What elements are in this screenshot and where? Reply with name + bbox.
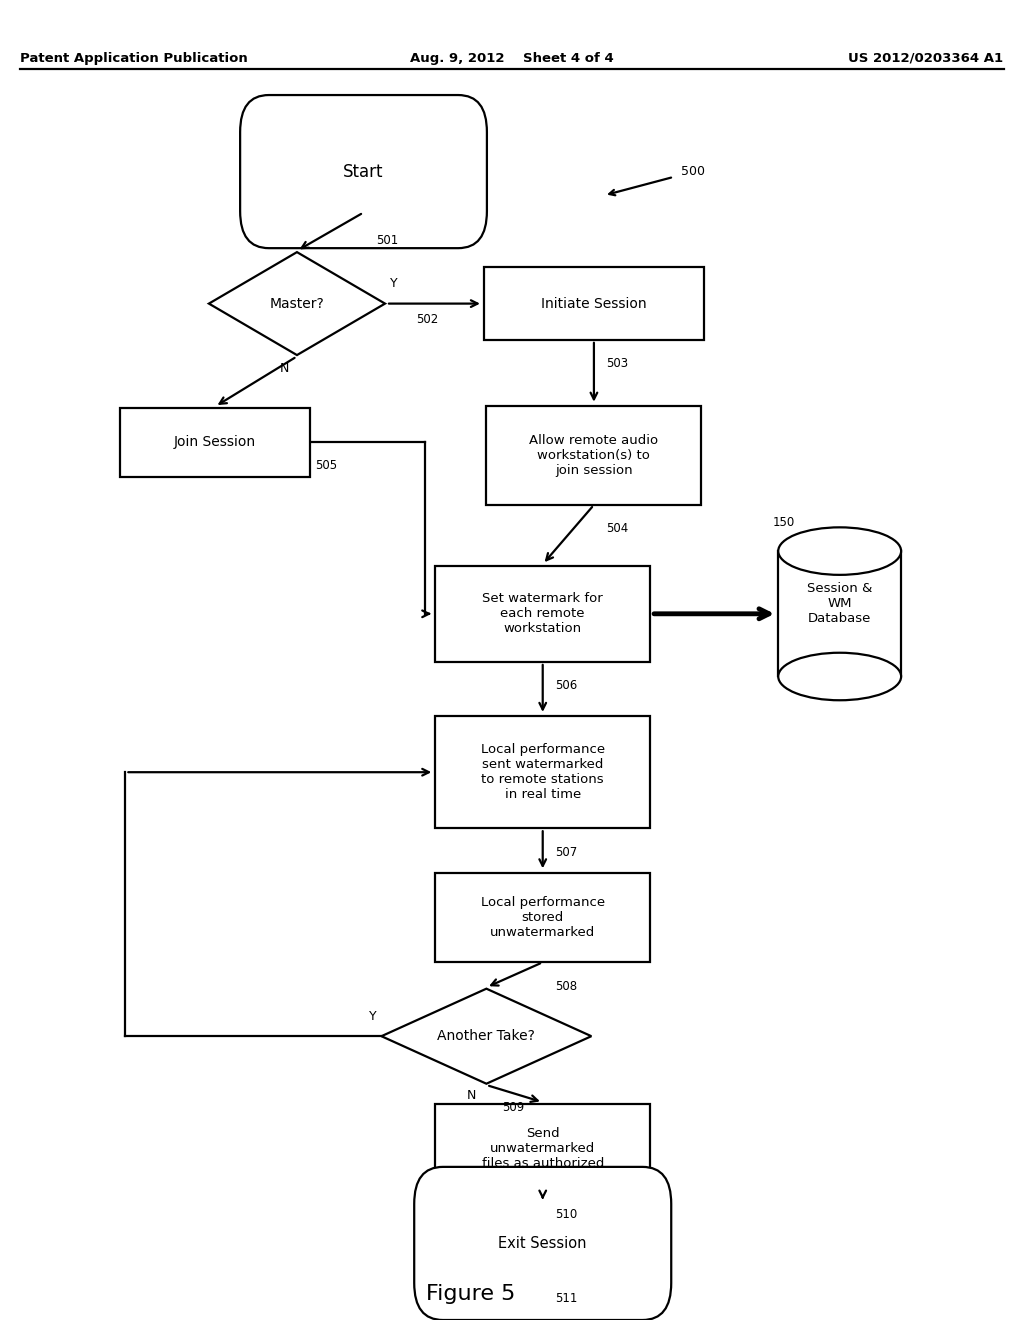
Text: 504: 504 bbox=[606, 523, 629, 535]
Text: Allow remote audio
workstation(s) to
join session: Allow remote audio workstation(s) to joi… bbox=[529, 434, 658, 477]
Bar bbox=[778, 552, 901, 676]
Polygon shape bbox=[209, 252, 385, 355]
Text: Send
unwatermarked
files as authorized: Send unwatermarked files as authorized bbox=[481, 1127, 604, 1170]
Polygon shape bbox=[381, 989, 592, 1084]
Text: 500: 500 bbox=[681, 165, 705, 178]
Text: 506: 506 bbox=[555, 680, 578, 692]
Text: 505: 505 bbox=[315, 459, 337, 473]
Text: Local performance
stored
unwatermarked: Local performance stored unwatermarked bbox=[480, 896, 605, 939]
Text: 510: 510 bbox=[555, 1208, 578, 1221]
Ellipse shape bbox=[778, 652, 901, 700]
Text: 150: 150 bbox=[773, 516, 796, 528]
Text: 508: 508 bbox=[555, 979, 578, 993]
Text: Figure 5: Figure 5 bbox=[426, 1283, 516, 1304]
Text: US 2012/0203364 A1: US 2012/0203364 A1 bbox=[849, 51, 1004, 65]
Text: 507: 507 bbox=[555, 846, 578, 858]
Text: Set watermark for
each remote
workstation: Set watermark for each remote workstatio… bbox=[482, 593, 603, 635]
Text: Session &
WM
Database: Session & WM Database bbox=[807, 582, 872, 624]
Text: Join Session: Join Session bbox=[174, 436, 256, 449]
Bar bbox=[435, 715, 650, 829]
Bar bbox=[435, 1104, 650, 1193]
Text: 501: 501 bbox=[376, 234, 398, 247]
Bar bbox=[121, 408, 309, 477]
Text: Start: Start bbox=[343, 162, 384, 181]
Text: 503: 503 bbox=[606, 358, 629, 370]
Text: Y: Y bbox=[390, 277, 397, 290]
Text: 502: 502 bbox=[416, 313, 438, 326]
FancyBboxPatch shape bbox=[414, 1167, 672, 1320]
Bar bbox=[435, 565, 650, 661]
Bar bbox=[486, 407, 701, 504]
Text: 509: 509 bbox=[502, 1101, 524, 1114]
Text: Exit Session: Exit Session bbox=[499, 1236, 587, 1251]
Bar bbox=[435, 873, 650, 962]
Ellipse shape bbox=[778, 528, 901, 576]
Text: Y: Y bbox=[369, 1010, 377, 1023]
Bar bbox=[483, 267, 705, 339]
Text: Aug. 9, 2012    Sheet 4 of 4: Aug. 9, 2012 Sheet 4 of 4 bbox=[411, 51, 613, 65]
Text: 511: 511 bbox=[555, 1292, 578, 1305]
Text: Master?: Master? bbox=[269, 297, 325, 310]
FancyBboxPatch shape bbox=[240, 95, 486, 248]
Text: N: N bbox=[467, 1089, 476, 1102]
Text: N: N bbox=[280, 362, 289, 375]
Text: Patent Application Publication: Patent Application Publication bbox=[20, 51, 248, 65]
Text: Another Take?: Another Take? bbox=[437, 1030, 536, 1043]
Text: Initiate Session: Initiate Session bbox=[541, 297, 647, 310]
Text: Local performance
sent watermarked
to remote stations
in real time: Local performance sent watermarked to re… bbox=[480, 743, 605, 801]
